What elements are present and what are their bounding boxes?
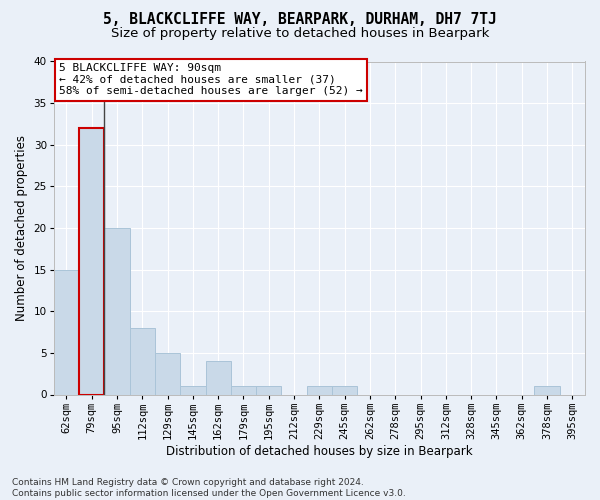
Text: 5 BLACKCLIFFE WAY: 90sqm
← 42% of detached houses are smaller (37)
58% of semi-d: 5 BLACKCLIFFE WAY: 90sqm ← 42% of detach… — [59, 63, 363, 96]
Bar — [130, 328, 155, 394]
Bar — [155, 353, 180, 395]
Text: Size of property relative to detached houses in Bearpark: Size of property relative to detached ho… — [111, 28, 489, 40]
Bar — [332, 386, 358, 394]
Bar — [256, 386, 281, 394]
X-axis label: Distribution of detached houses by size in Bearpark: Distribution of detached houses by size … — [166, 444, 473, 458]
Text: Contains HM Land Registry data © Crown copyright and database right 2024.
Contai: Contains HM Land Registry data © Crown c… — [12, 478, 406, 498]
Bar — [307, 386, 332, 394]
Y-axis label: Number of detached properties: Number of detached properties — [15, 135, 28, 321]
Text: 5, BLACKCLIFFE WAY, BEARPARK, DURHAM, DH7 7TJ: 5, BLACKCLIFFE WAY, BEARPARK, DURHAM, DH… — [103, 12, 497, 28]
Bar — [104, 228, 130, 394]
Bar — [206, 361, 231, 394]
Bar — [54, 270, 79, 394]
Bar — [180, 386, 206, 394]
Bar — [231, 386, 256, 394]
Bar — [535, 386, 560, 394]
Bar — [79, 128, 104, 394]
